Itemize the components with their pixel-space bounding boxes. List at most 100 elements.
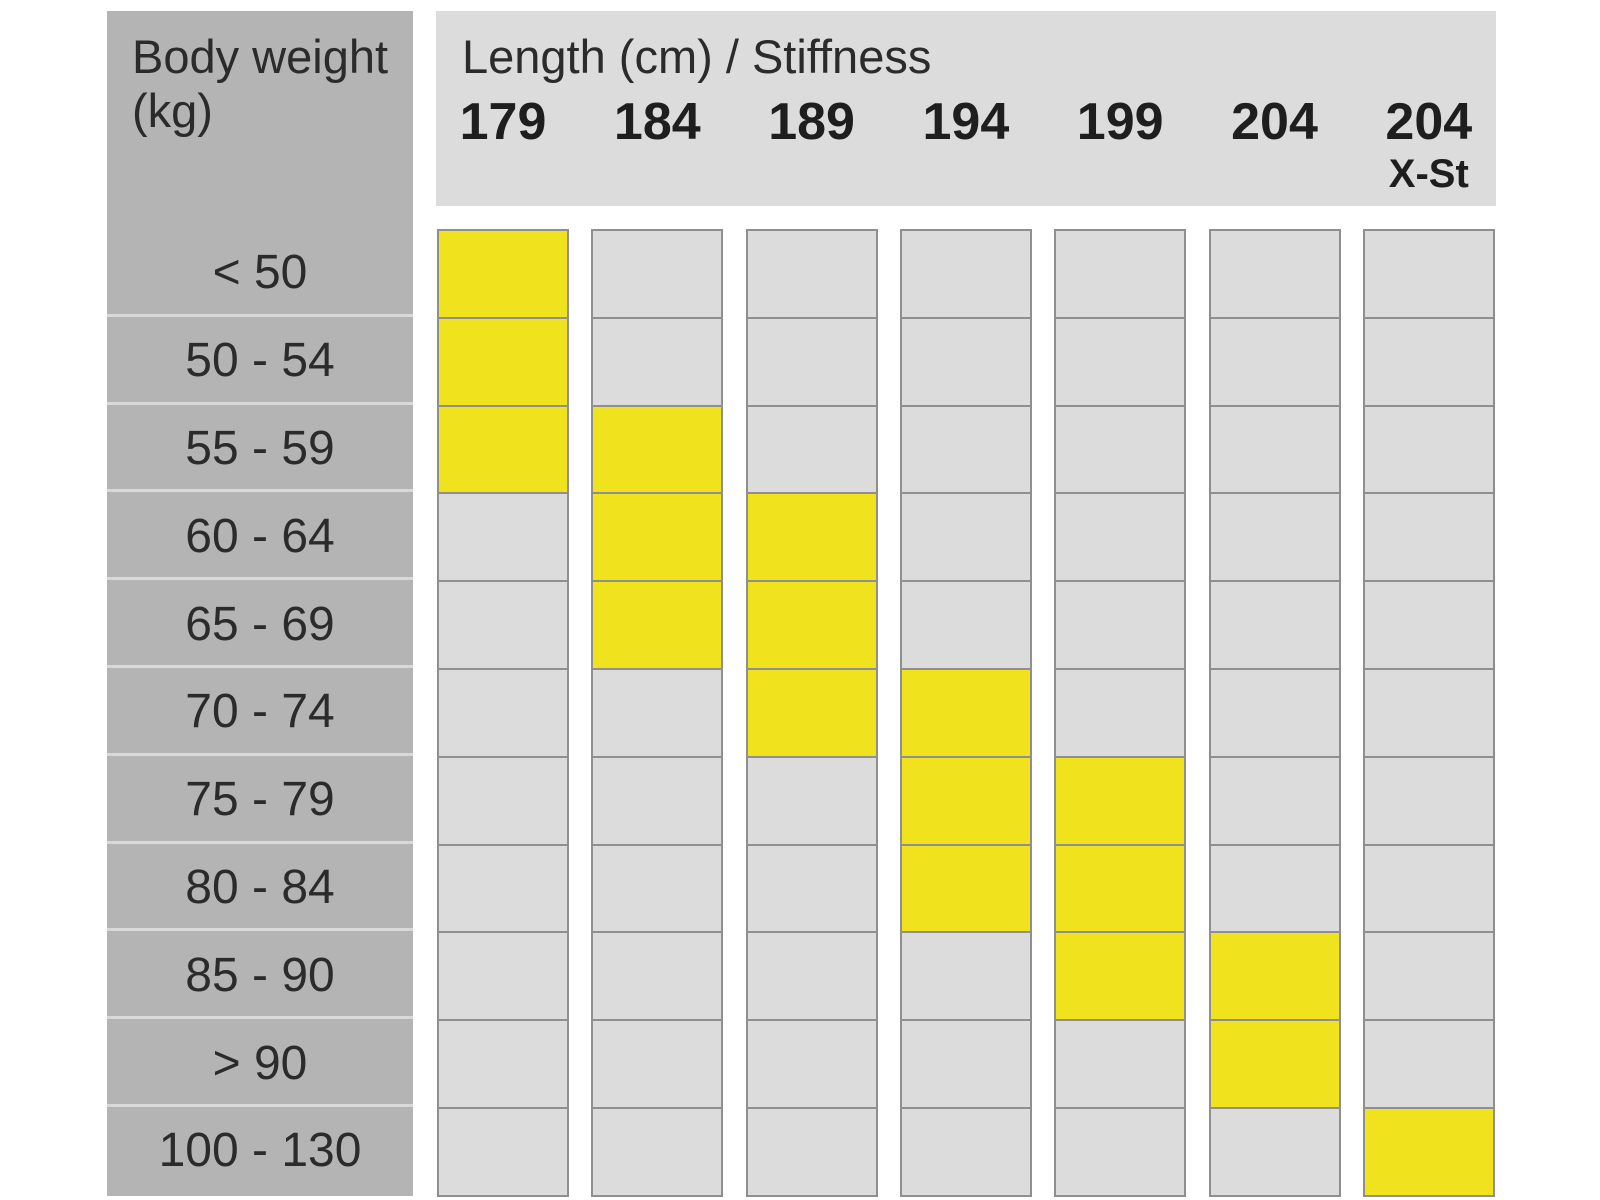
recommended-cell (899, 668, 1032, 758)
recommended-cell (437, 404, 569, 495)
recommended-cell (591, 580, 724, 670)
length-label: 184 (613, 93, 701, 151)
weight-label: 80 - 84 (107, 840, 413, 932)
recommended-cell (745, 668, 878, 758)
grid-cell (437, 755, 569, 846)
grid-cell (1362, 316, 1495, 407)
grid-cell (1054, 404, 1187, 495)
length-label: 199 (1076, 93, 1164, 151)
body-weight-header: Body weight (kg) (132, 30, 389, 137)
recommended-cell (1362, 1107, 1495, 1197)
grid-cell (437, 492, 569, 583)
grid-cell (899, 229, 1032, 319)
recommended-cell (1054, 755, 1187, 846)
grid-cell (745, 404, 878, 495)
grid-cell (591, 1107, 724, 1197)
recommended-cell (591, 492, 724, 583)
grid-cell (1208, 755, 1341, 846)
grid-cell (591, 229, 724, 319)
grid-cell (745, 931, 878, 1022)
recommended-cell (437, 229, 569, 319)
grid-cell (745, 1019, 878, 1109)
grid-cell (745, 843, 878, 934)
grid-cell (745, 316, 878, 407)
grid-cell (591, 1019, 724, 1109)
grid-cell (745, 1107, 878, 1197)
grid-cell (1054, 1107, 1187, 1197)
grid-cell (1208, 1107, 1341, 1197)
length-header-panel (436, 11, 1496, 206)
stiffness-label: X-St (1388, 152, 1469, 196)
weight-label: 85 - 90 (107, 928, 413, 1019)
weight-label: 50 - 54 (107, 313, 413, 405)
grid-cell (1208, 843, 1341, 934)
grid-cell (899, 316, 1032, 407)
grid-cell (1208, 404, 1341, 495)
recommended-cell (437, 316, 569, 407)
grid-cell (1362, 229, 1495, 319)
grid-cell (1054, 492, 1187, 583)
grid-cell (1362, 755, 1495, 846)
grid-cell (1362, 404, 1495, 495)
recommended-cell (899, 843, 1032, 934)
recommended-cell (1208, 1019, 1341, 1109)
grid-cell (437, 843, 569, 934)
grid-cell (1208, 668, 1341, 758)
grid-cell (437, 580, 569, 670)
recommended-cell (745, 580, 878, 670)
grid-cell (1054, 668, 1187, 758)
length-label: 204 (1231, 93, 1318, 151)
length-label: 194 (922, 93, 1010, 151)
grid-cell (1362, 931, 1495, 1022)
grid-cell (591, 843, 724, 934)
grid-cell (437, 931, 569, 1022)
grid-cell (437, 668, 569, 758)
length-stiffness-header: Length (cm) / Stiffness (462, 30, 932, 83)
weight-label: 100 - 130 (107, 1104, 413, 1195)
grid-cell (1054, 1019, 1187, 1109)
recommended-cell (1208, 931, 1341, 1022)
length-label: 189 (768, 93, 855, 151)
recommended-cell (1054, 931, 1187, 1022)
weight-label: 55 - 59 (107, 401, 413, 493)
length-label: 204 (1385, 93, 1473, 151)
grid-cell (899, 492, 1032, 583)
recommended-cell (591, 404, 724, 495)
recommended-cell (899, 755, 1032, 846)
weight-label: 75 - 79 (107, 752, 413, 844)
grid-cell (1208, 316, 1341, 407)
weight-label: 60 - 64 (107, 489, 413, 580)
grid-cell (591, 931, 724, 1022)
grid-cell (899, 1019, 1032, 1109)
grid-cell (591, 316, 724, 407)
grid-cell (1362, 492, 1495, 583)
grid-cell (1362, 843, 1495, 934)
grid-cell (899, 404, 1032, 495)
weight-label: 70 - 74 (107, 665, 413, 756)
grid-cell (899, 931, 1032, 1022)
grid-cell (1208, 580, 1341, 670)
length-label: 179 (459, 93, 547, 151)
grid-cell (591, 755, 724, 846)
grid-cell (1208, 229, 1341, 319)
recommended-cell (1054, 843, 1187, 934)
grid-cell (745, 755, 878, 846)
grid-cell (1362, 1019, 1495, 1109)
grid-cell (1208, 492, 1341, 583)
grid-cell (899, 1107, 1032, 1197)
grid-cell (437, 1019, 569, 1109)
weight-label: < 50 (212, 246, 308, 300)
weight-label: > 90 (107, 1016, 413, 1107)
grid-cell (899, 580, 1032, 670)
grid-cell (745, 229, 878, 319)
grid-cell (1054, 316, 1187, 407)
body-weight-panel (107, 11, 413, 1196)
recommended-cell (745, 492, 878, 583)
grid-cell (591, 668, 724, 758)
grid-cell (1054, 580, 1187, 670)
weight-label: 65 - 69 (107, 577, 413, 668)
grid-cell (1362, 668, 1495, 758)
grid-cell (1362, 580, 1495, 670)
grid-cell (1054, 229, 1187, 319)
grid-cell (437, 1107, 569, 1197)
